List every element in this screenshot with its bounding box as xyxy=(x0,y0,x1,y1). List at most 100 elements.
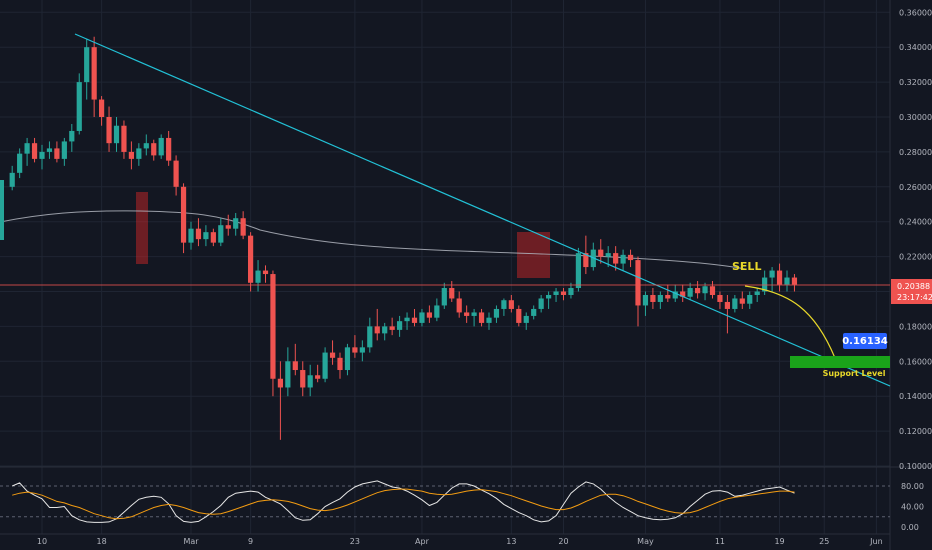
candle-body xyxy=(180,186,187,243)
oscillator-tick-label: 40.00 xyxy=(901,503,924,512)
candle-body xyxy=(695,288,701,294)
candle-body xyxy=(166,137,172,161)
candle-body xyxy=(397,321,403,330)
candle-body xyxy=(553,291,559,295)
candle-countdown-label: 23:17:42 xyxy=(897,293,932,302)
candle-body xyxy=(493,308,500,318)
candle-body xyxy=(598,249,604,257)
price-tick-label: 0.22000 xyxy=(899,253,932,262)
support-label: Support Level xyxy=(823,369,886,378)
candle-body xyxy=(76,82,82,131)
candle-body xyxy=(203,232,209,240)
candle-body xyxy=(61,141,67,159)
oscillator-series-line xyxy=(12,488,795,520)
candle-body xyxy=(39,151,45,159)
candle-body xyxy=(158,137,164,156)
price-tick-label: 0.36000 xyxy=(899,8,932,17)
time-tick-label: Mar xyxy=(183,537,199,546)
candle-body xyxy=(300,370,306,388)
candle-body xyxy=(173,160,179,187)
candle-body xyxy=(583,253,589,268)
highlight-box xyxy=(136,192,148,264)
candle-body xyxy=(419,312,425,323)
candle-body xyxy=(210,232,216,243)
candle-body xyxy=(151,143,157,156)
candle-body xyxy=(367,326,373,348)
candle-body xyxy=(613,253,619,264)
candle-body xyxy=(277,378,283,388)
candle-body xyxy=(240,218,246,236)
candle-body xyxy=(471,312,477,316)
candle-body xyxy=(84,47,90,83)
price-tick-label: 0.24000 xyxy=(899,218,932,227)
time-tick-label: 18 xyxy=(97,537,107,546)
candle-body xyxy=(195,228,202,240)
candle-body xyxy=(225,225,231,229)
highlight-box xyxy=(517,232,550,278)
candle-body xyxy=(121,125,127,152)
price-tick-label: 0.16000 xyxy=(899,357,932,366)
candle-body xyxy=(531,308,537,316)
oscillator-series-line xyxy=(12,480,795,523)
candle-body xyxy=(307,375,313,388)
candle-body xyxy=(605,253,611,257)
time-tick-label: 13 xyxy=(506,537,516,546)
candle-body xyxy=(687,288,693,297)
candle-body xyxy=(635,260,641,306)
candle-body xyxy=(627,254,634,261)
candle-body xyxy=(106,117,112,144)
price-tick-label: 0.30000 xyxy=(899,113,932,122)
price-tick-label: 0.28000 xyxy=(899,148,932,157)
candle-body xyxy=(411,317,418,323)
price-tick-label: 0.26000 xyxy=(899,183,932,192)
candle-body xyxy=(538,298,544,309)
candle-body xyxy=(255,270,261,283)
candle-body xyxy=(292,361,298,371)
price-tick-label: 0.34000 xyxy=(899,43,932,52)
candle-body xyxy=(784,277,790,285)
candle-body xyxy=(769,270,775,278)
candle-body xyxy=(702,286,708,294)
candle-body xyxy=(31,143,38,159)
candle-body xyxy=(315,375,321,379)
candle-body xyxy=(776,270,783,285)
candle-body xyxy=(791,277,798,285)
candle-body xyxy=(143,143,149,149)
candle-body xyxy=(0,180,4,240)
candle-body xyxy=(568,288,574,295)
candle-body xyxy=(523,315,529,323)
price-tick-label: 0.32000 xyxy=(899,78,932,87)
price-tick-label: 0.10000 xyxy=(899,462,932,471)
candle-body xyxy=(754,291,760,295)
candle-body xyxy=(188,228,194,243)
candle-body xyxy=(329,352,336,358)
candle-body xyxy=(24,143,30,154)
candle-body xyxy=(665,294,671,299)
candle-body xyxy=(508,300,514,309)
candle-body xyxy=(441,288,447,306)
support-zone xyxy=(790,356,890,368)
price-tick-label: 0.12000 xyxy=(899,427,932,436)
candle-body xyxy=(17,153,23,173)
candle-body xyxy=(620,254,626,264)
candle-body xyxy=(382,326,388,334)
candle-body xyxy=(501,300,507,309)
candle-body xyxy=(672,291,678,299)
candle-body xyxy=(233,218,239,229)
oscillator-tick-label: 80.00 xyxy=(901,482,924,491)
candle-body xyxy=(486,317,492,323)
candle-body xyxy=(352,347,358,353)
candle-body xyxy=(262,270,269,275)
candle-body xyxy=(449,288,455,299)
projection-curve xyxy=(744,285,836,359)
time-tick-label: 20 xyxy=(558,537,568,546)
candle-body xyxy=(113,125,120,144)
candle-body xyxy=(717,294,723,302)
candle-body xyxy=(426,312,432,318)
candle-body xyxy=(322,352,328,379)
time-tick-label: May xyxy=(637,537,654,546)
candle-body xyxy=(650,294,656,302)
candle-body xyxy=(99,99,105,117)
candle-body xyxy=(747,294,753,304)
moving-average-line xyxy=(0,210,746,270)
